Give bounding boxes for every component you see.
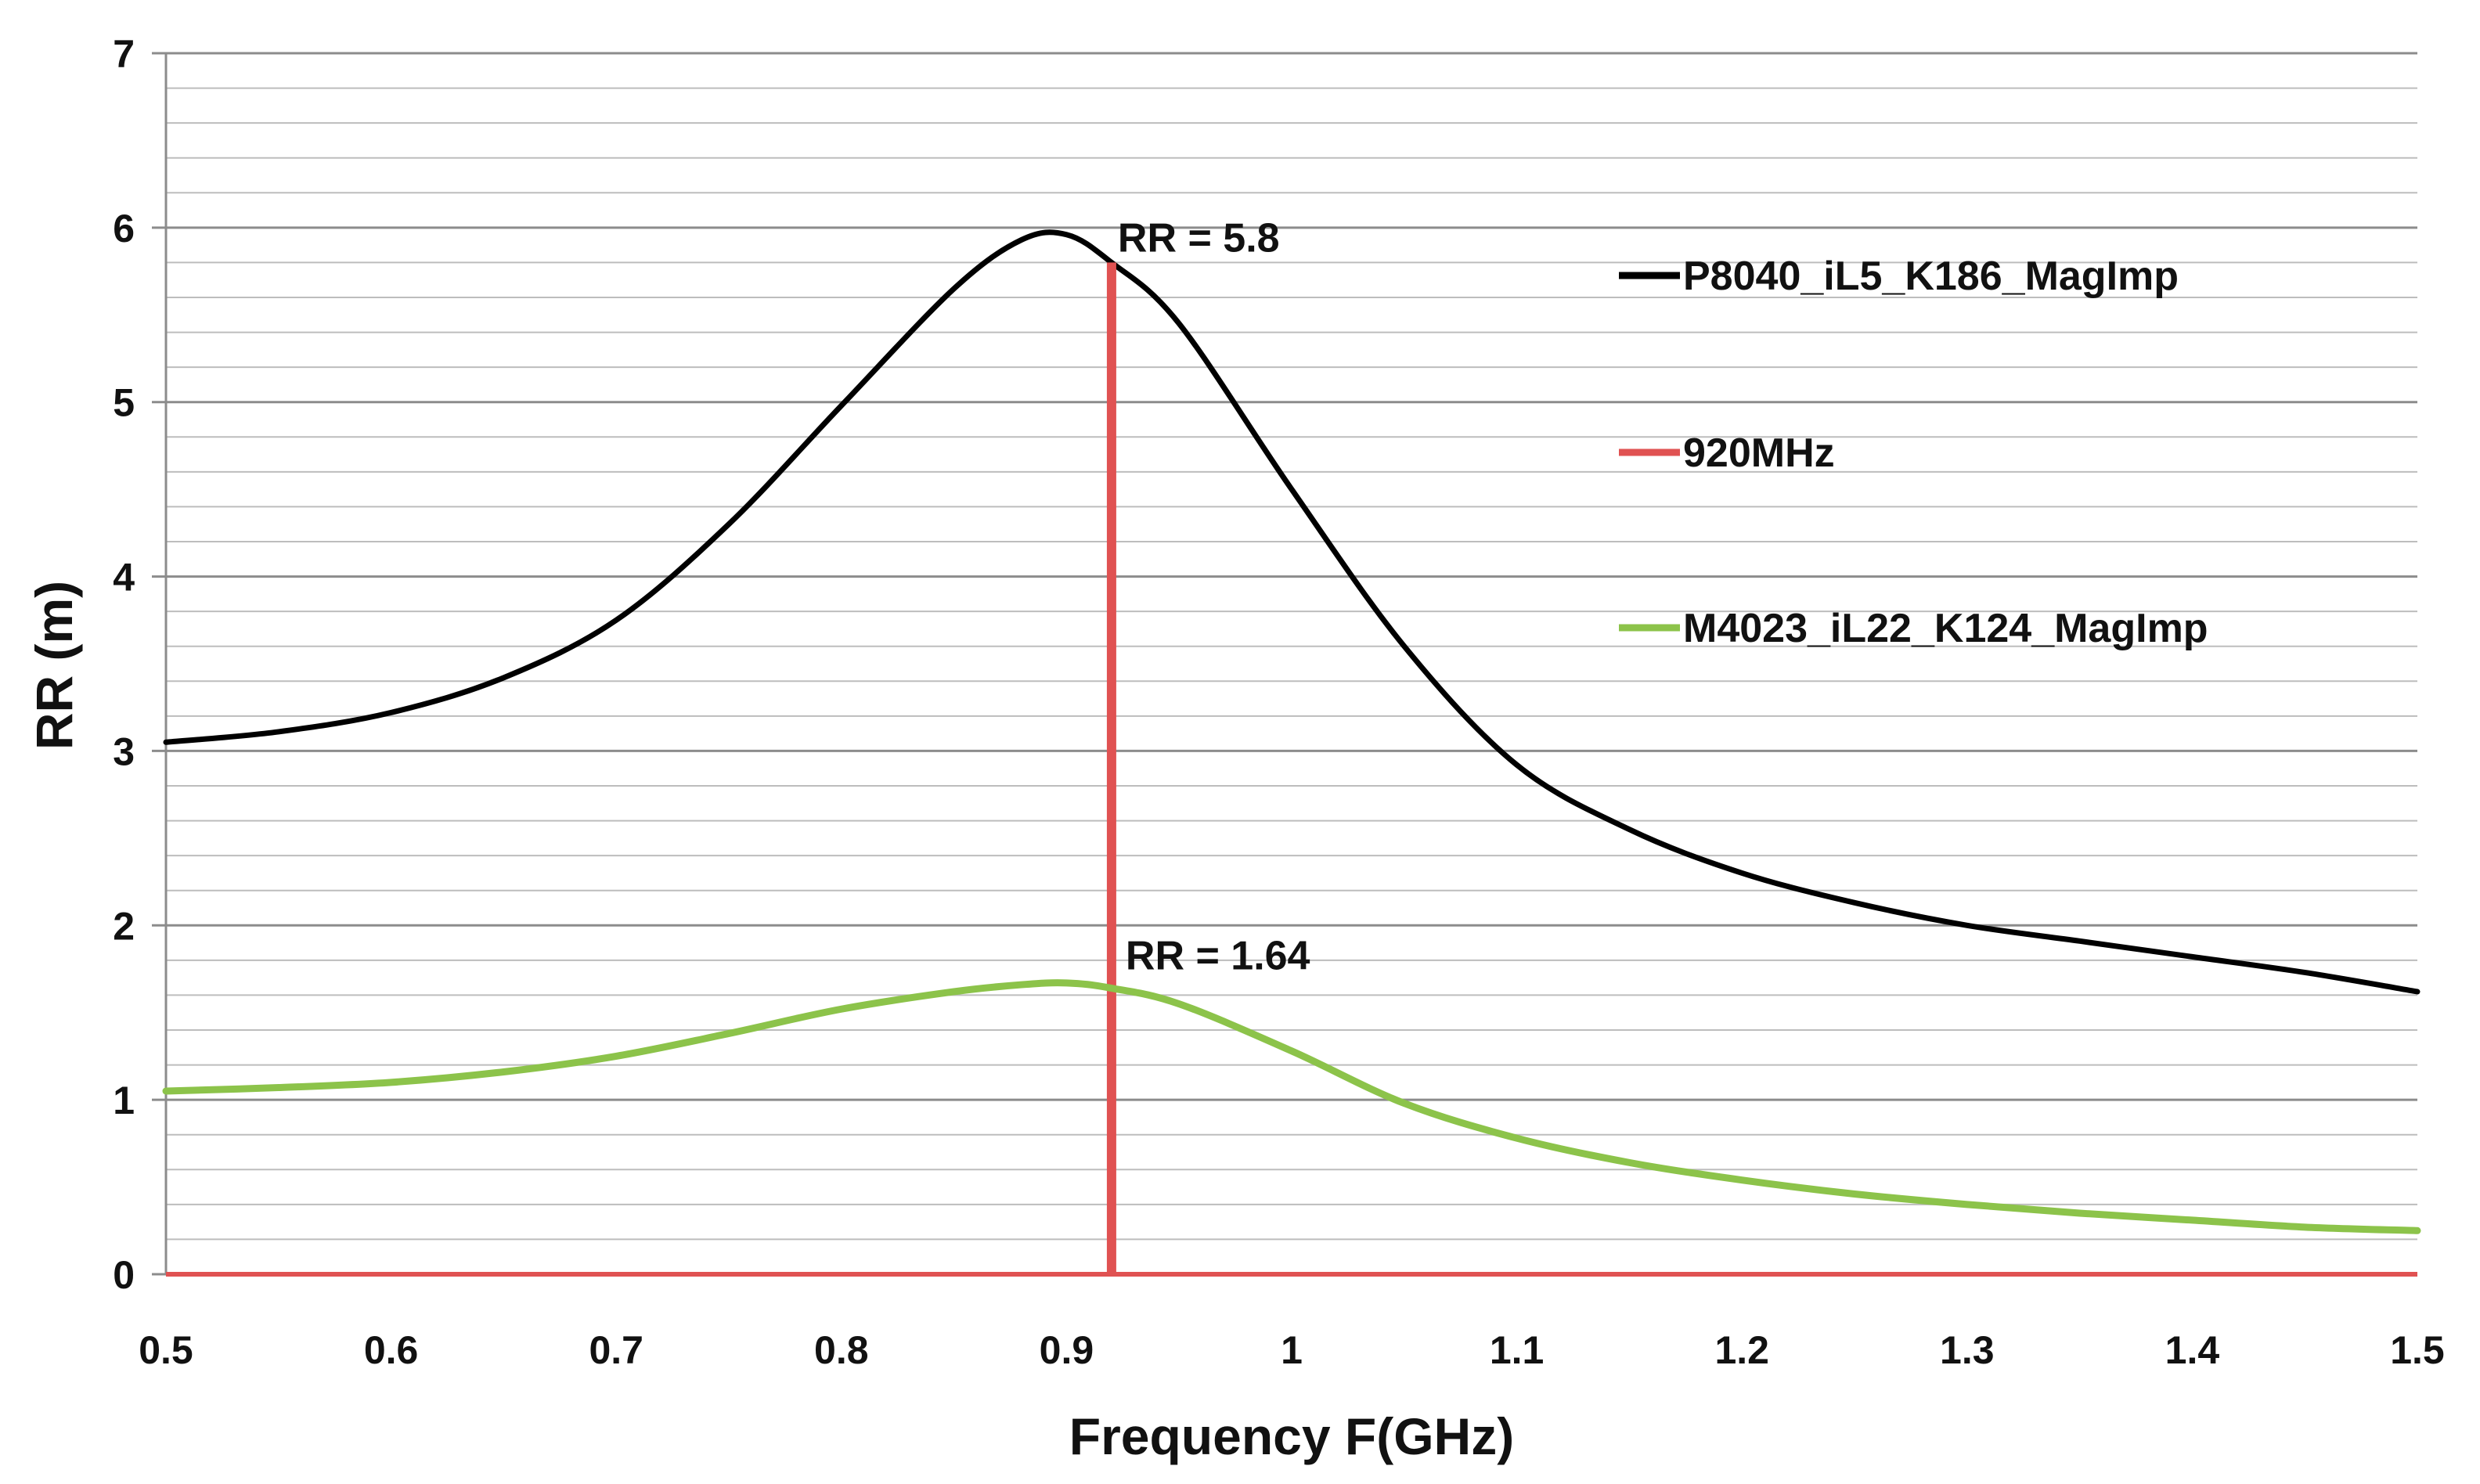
series-line-1 bbox=[163, 229, 2421, 995]
x-tick-label: 0.5 bbox=[139, 1328, 193, 1372]
y-tick-label: 5 bbox=[113, 381, 135, 425]
annotation-label: RR = 1.64 bbox=[1126, 934, 1310, 979]
x-tick-label: 0.6 bbox=[364, 1328, 419, 1372]
x-tick-label: 1 bbox=[1281, 1328, 1303, 1372]
x-tick-label: 1.2 bbox=[1714, 1328, 1769, 1372]
y-tick-label: 3 bbox=[113, 729, 135, 773]
legend-label: M4023_iL22_K124_MagImp bbox=[1683, 606, 2208, 651]
y-tick-label: 6 bbox=[113, 207, 135, 250]
y-tick-label: 2 bbox=[113, 904, 135, 948]
legend-label: 920MHz bbox=[1683, 430, 1835, 476]
x-tick-label: 1.4 bbox=[2165, 1328, 2220, 1372]
x-tick-label: 1.1 bbox=[1490, 1328, 1545, 1372]
x-tick-label: 1.3 bbox=[1940, 1328, 1995, 1372]
legend-label: P8040_iL5_K186_MagImp bbox=[1683, 254, 2179, 299]
y-tick-label: 0 bbox=[113, 1253, 135, 1297]
annotations: RR = 5.8 RR = 1.64 bbox=[1118, 215, 1310, 978]
x-tick-label: 1.5 bbox=[2390, 1328, 2445, 1372]
tick-labels: 0 1 2 3 4 5 6 7 0.5 0.6 0.7 0.8 0.9 1 1.1 1.2 1.3 1.4 1.5 bbox=[113, 32, 2445, 1372]
y-tick-label: 1 bbox=[113, 1079, 135, 1122]
series-line-3 bbox=[162, 979, 2421, 1234]
x-tick-label: 0.7 bbox=[589, 1328, 643, 1372]
x-axis-title: Frequency F(GHz) bbox=[1069, 1407, 1514, 1465]
x-tick-label: 0.8 bbox=[814, 1328, 869, 1372]
annotation-label: RR = 5.8 bbox=[1118, 215, 1280, 261]
y-axis-title: RR (m) bbox=[25, 581, 83, 750]
y-tick-label: 4 bbox=[113, 556, 135, 600]
x-tick-label: 0.9 bbox=[1040, 1328, 1094, 1372]
legend: P8040_iL5_K186_MagImp 920MHz M4023_iL22_K1… bbox=[1619, 254, 2208, 651]
y-tick-label: 7 bbox=[113, 32, 135, 76]
axes bbox=[152, 52, 168, 1276]
series-lines bbox=[162, 229, 2421, 1277]
